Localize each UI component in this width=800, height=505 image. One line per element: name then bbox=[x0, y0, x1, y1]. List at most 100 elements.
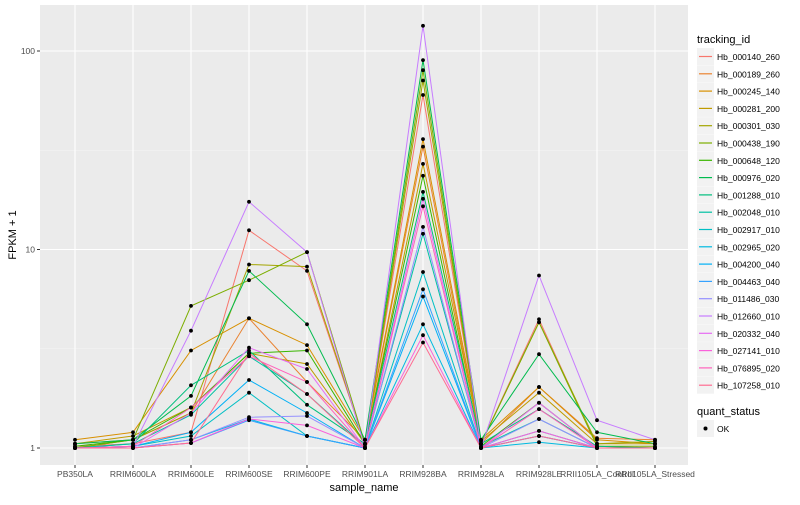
data-point bbox=[537, 273, 541, 278]
data-point bbox=[421, 144, 425, 149]
y-tick-label: 10 bbox=[26, 245, 36, 255]
legend-label: Hb_004200_040 bbox=[717, 260, 780, 270]
data-point bbox=[247, 262, 251, 267]
legend-label: Hb_011486_030 bbox=[717, 294, 780, 304]
data-point bbox=[189, 411, 193, 415]
data-point bbox=[247, 348, 251, 353]
data-point bbox=[363, 446, 367, 450]
data-point bbox=[189, 383, 193, 388]
data-point bbox=[189, 348, 193, 353]
legend-label: Hb_004463_040 bbox=[717, 277, 780, 287]
data-point bbox=[189, 430, 193, 435]
legend-label: Hb_002917_010 bbox=[717, 225, 780, 235]
data-point bbox=[421, 270, 425, 274]
data-point bbox=[305, 434, 309, 438]
data-point bbox=[189, 437, 193, 442]
data-point bbox=[537, 390, 541, 395]
data-point bbox=[537, 352, 541, 357]
data-point bbox=[421, 68, 425, 73]
data-point bbox=[421, 231, 425, 236]
data-point bbox=[189, 328, 193, 333]
legend: tracking_id Hb_000140_260 Hb_000189_260 Hb… bbox=[697, 34, 780, 437]
data-point bbox=[537, 434, 541, 438]
y-tick-label: 100 bbox=[21, 46, 35, 56]
data-point bbox=[305, 250, 309, 255]
data-point bbox=[421, 333, 425, 338]
data-point bbox=[421, 173, 425, 178]
data-points bbox=[73, 23, 657, 450]
legend-label: Hb_002048_010 bbox=[717, 208, 780, 218]
data-point bbox=[421, 58, 425, 62]
legend-label: Hb_012660_010 bbox=[717, 312, 780, 322]
x-tick-label: PB350LA bbox=[57, 469, 93, 479]
data-point bbox=[595, 430, 599, 435]
data-point bbox=[595, 446, 599, 450]
data-point bbox=[537, 407, 541, 411]
data-point bbox=[131, 434, 135, 438]
data-point bbox=[653, 446, 657, 450]
legend-label: Hb_000140_260 bbox=[717, 52, 780, 62]
data-point bbox=[305, 423, 309, 428]
data-point bbox=[537, 400, 541, 405]
data-point bbox=[421, 93, 425, 97]
data-point bbox=[421, 287, 425, 292]
data-point bbox=[247, 378, 251, 382]
data-point bbox=[247, 269, 251, 273]
data-point bbox=[247, 278, 251, 283]
data-point bbox=[305, 269, 309, 273]
legend-label: Hb_107258_010 bbox=[717, 381, 780, 391]
data-point bbox=[305, 322, 309, 327]
data-point bbox=[421, 204, 425, 209]
data-point bbox=[479, 437, 483, 442]
legend-label: Hb_000648_120 bbox=[717, 156, 780, 166]
legend-label: Hb_076895_020 bbox=[717, 363, 780, 373]
y-tick-label: 1 bbox=[30, 443, 35, 453]
data-point bbox=[247, 390, 251, 395]
data-point bbox=[305, 414, 309, 418]
data-point bbox=[305, 367, 309, 371]
x-tick-label: RRIM928BA bbox=[399, 469, 447, 479]
data-point bbox=[189, 441, 193, 445]
data-point bbox=[479, 446, 483, 450]
legend-label: Hb_000438_190 bbox=[717, 139, 780, 149]
x-tick-label: RRIM600PE bbox=[283, 469, 331, 479]
x-tick-label: RRIM600SE bbox=[225, 469, 273, 479]
data-point bbox=[305, 380, 309, 384]
data-point bbox=[73, 441, 77, 446]
data-point bbox=[73, 446, 77, 450]
shape-legend-point-icon bbox=[703, 426, 708, 431]
data-point bbox=[305, 392, 309, 396]
data-point bbox=[595, 418, 599, 423]
legend-label: Hb_000245_140 bbox=[717, 87, 780, 97]
data-point bbox=[653, 437, 657, 442]
x-axis: PB350LA RRIM600LA RRIM600LE RRIM600SE RRIM60… bbox=[57, 465, 695, 479]
data-point bbox=[73, 437, 77, 442]
data-point bbox=[421, 322, 425, 327]
data-point bbox=[305, 362, 309, 366]
legend-label: Hb_020332_040 bbox=[717, 329, 780, 339]
legend-label: Hb_000189_260 bbox=[717, 69, 780, 79]
data-point bbox=[421, 78, 425, 83]
legend-label: Hb_027141_010 bbox=[717, 346, 780, 356]
data-point bbox=[247, 351, 251, 356]
legend-label: Hb_001288_010 bbox=[717, 190, 780, 200]
x-axis-title: sample_name bbox=[329, 482, 398, 494]
data-point bbox=[537, 440, 541, 445]
data-point bbox=[189, 434, 193, 438]
data-point bbox=[537, 385, 541, 389]
legend-title: tracking_id bbox=[697, 34, 750, 46]
shape-legend-title: quant_status bbox=[697, 406, 760, 418]
data-point bbox=[131, 437, 135, 442]
data-point bbox=[305, 264, 309, 269]
data-point bbox=[247, 354, 251, 359]
data-point bbox=[421, 23, 425, 28]
data-point bbox=[421, 225, 425, 229]
data-point bbox=[247, 345, 251, 350]
plot-panel bbox=[40, 5, 688, 465]
data-point bbox=[131, 430, 135, 435]
y-axis: 1 10 100 bbox=[21, 46, 40, 453]
data-point bbox=[421, 196, 425, 201]
data-point bbox=[247, 228, 251, 233]
x-tick-label: RRIM600LE bbox=[168, 469, 215, 479]
data-point bbox=[189, 304, 193, 308]
